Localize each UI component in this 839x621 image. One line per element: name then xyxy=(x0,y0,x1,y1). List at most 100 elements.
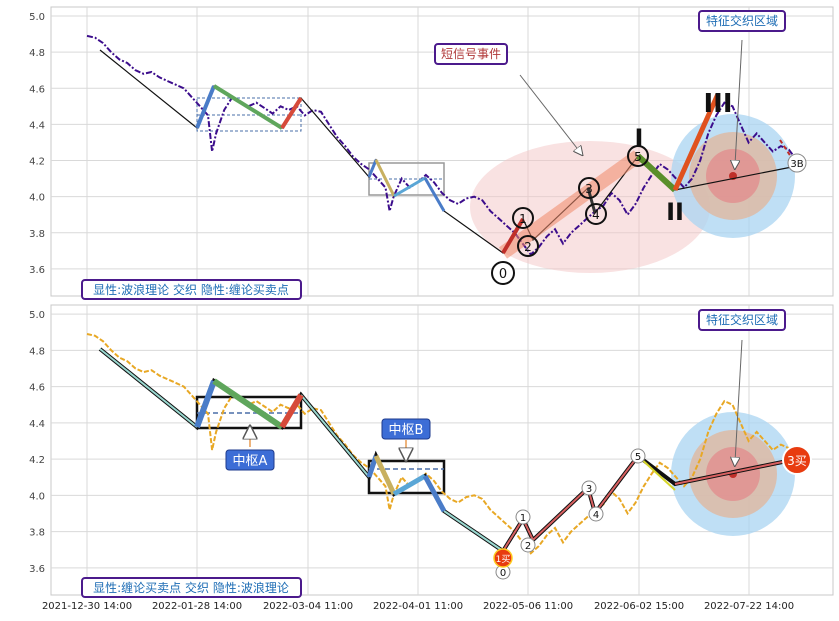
wave-marker-1 xyxy=(512,207,534,229)
y-tick-label: 5.0 xyxy=(29,12,45,23)
y-tick-label: 4.8 xyxy=(29,48,45,59)
top-grid xyxy=(51,7,833,296)
wave-label-I: I xyxy=(635,124,644,152)
wave-marker-3b-label: 3B xyxy=(790,159,803,170)
bottom-legend-box: 显性:缠论买卖点 交织 隐性:波浪理论 xyxy=(81,577,302,598)
bottom-wave-marker-2-label: 2 xyxy=(525,541,531,552)
x-tick-label: 2022-06-02 15:00 xyxy=(594,601,684,612)
y-tick-label: 4.0 xyxy=(29,193,45,204)
pivot-a-segment-green xyxy=(212,378,284,430)
y-tick-label: 4.6 xyxy=(29,84,45,95)
top-y-axis: 3.6 3.8 4.0 4.2 4.4 4.6 4.8 5.0 xyxy=(29,12,45,276)
bottom-wave-marker-1 xyxy=(515,509,531,525)
bottom-wave-marker-1-label: 1 xyxy=(520,513,526,524)
top-feature-arrow xyxy=(735,39,743,165)
wave-segment-dark-4 xyxy=(586,187,597,214)
x-tick-label: 2022-05-06 11:00 xyxy=(483,601,573,612)
wave-marker-1-label: 1 xyxy=(519,212,527,226)
pivot-b-label: 中枢B xyxy=(389,423,424,438)
bottom-wave-marker-4-label: 4 xyxy=(593,510,599,521)
buy-3-label: 3买 xyxy=(787,454,807,468)
wave-segment-red-dash xyxy=(779,139,798,167)
x-tick-label: 2022-07-22 14:00 xyxy=(704,601,794,612)
top-feature-callout: 特征交织区域 xyxy=(698,10,786,32)
pivot-a-segment-blue xyxy=(194,379,217,429)
wave-segment-red-2 xyxy=(501,217,525,255)
pivot-a-label: 中枢A xyxy=(233,454,268,469)
wave-label-II: II xyxy=(666,198,684,226)
pivot-b-segment-cyan xyxy=(392,473,427,497)
top-price-line xyxy=(86,34,798,256)
pivot-b-segment-tan xyxy=(373,454,397,496)
top-legend-box: 显性:波浪理论 交织 隐性:缠论买卖点 xyxy=(81,279,302,300)
buy-3-marker xyxy=(782,445,812,475)
bottom-wave-marker-5-label: 5 xyxy=(635,452,641,463)
x-tick-label: 2021-12-30 14:00 xyxy=(42,601,132,612)
wave-segment-cyan-2 xyxy=(393,176,426,198)
bottom-trend-fill-2 xyxy=(300,394,370,478)
pivot-b-segment-blue2 xyxy=(422,474,447,513)
y-tick-label: 3.6 xyxy=(29,564,45,575)
bottom-price-line xyxy=(86,333,798,555)
pivot-b-label-box xyxy=(381,418,431,440)
pivot-a-label-box xyxy=(225,449,275,471)
bottom-feature-callout: 特征交织区域 xyxy=(698,309,786,331)
x-tick-label: 2022-04-01 11:00 xyxy=(373,601,463,612)
wave-marker-4-label: 4 xyxy=(592,208,600,222)
bottom-feature-arrow xyxy=(735,339,743,462)
bottom-wave-marker-3 xyxy=(581,480,597,496)
wave-segment-blue-1 xyxy=(195,85,216,129)
pivot-b-segment-blue xyxy=(366,455,379,478)
bottom-wave-marker-0-label: 0 xyxy=(500,568,506,579)
wave-marker-2 xyxy=(517,235,539,257)
top-wave-markers: 0 1 2 3 4 5 3B xyxy=(491,145,807,285)
bottom-wave-marker-2 xyxy=(520,537,536,553)
bottom-trend-fill-3 xyxy=(443,510,504,552)
short-signal-callout: 短信号事件 xyxy=(434,43,508,65)
bottom-grid xyxy=(51,305,833,595)
bottom-feature-text: 特征交织区域 xyxy=(706,312,778,327)
wave-marker-3-label: 3 xyxy=(585,182,593,196)
wave-segment-orange-3 xyxy=(672,92,721,192)
wave-segment-tan-2 xyxy=(374,159,396,197)
bottom-trend-fill-4 xyxy=(502,455,639,552)
y-tick-label: 4.2 xyxy=(29,157,45,168)
buy-1-label: 1买 xyxy=(496,554,511,565)
y-tick-label: 4.6 xyxy=(29,383,45,394)
y-tick-label: 4.4 xyxy=(29,120,45,131)
wave-marker-5 xyxy=(627,145,649,167)
wave-segment-red-1 xyxy=(280,96,303,130)
bottom-trend-yellow xyxy=(637,455,676,491)
y-tick-label: 4.8 xyxy=(29,346,45,357)
wave-segment-blue-2 xyxy=(367,159,378,178)
bottom-trend-fill-5 xyxy=(674,458,798,485)
wave-marker-0-label: 0 xyxy=(499,267,507,282)
x-tick-label: 2022-01-28 14:00 xyxy=(152,601,242,612)
y-tick-label: 5.0 xyxy=(29,310,45,321)
wave-marker-3 xyxy=(578,177,600,199)
y-tick-label: 4.2 xyxy=(29,455,45,466)
bottom-wave-marker-4 xyxy=(588,506,604,522)
y-tick-label: 4.4 xyxy=(29,419,45,430)
bottom-wave-marker-3-label: 3 xyxy=(586,484,592,495)
bottom-x-axis: 2021-12-30 14:00 2022-01-28 14:00 2022-03-… xyxy=(42,601,794,612)
y-tick-label: 4.0 xyxy=(29,491,45,502)
wave-segment-blue-3 xyxy=(423,177,446,212)
wave-marker-3b xyxy=(787,153,807,173)
bottom-trend-fill-1 xyxy=(99,348,198,428)
wave-segment-green-1 xyxy=(212,84,284,130)
short-signal-text: 短信号事件 xyxy=(441,47,501,61)
x-tick-label: 2022-03-04 11:00 xyxy=(263,601,353,612)
wave-marker-0 xyxy=(491,261,515,285)
buy-1-marker xyxy=(493,548,513,568)
wave-segment-green-2 xyxy=(635,153,678,193)
bottom-y-axis: 3.6 3.8 4.0 4.2 4.4 4.6 4.8 5.0 xyxy=(29,310,45,575)
y-tick-label: 3.6 xyxy=(29,265,45,276)
wave-label-III: III xyxy=(703,89,732,119)
top-panel: 3.6 3.8 4.0 4.2 4.4 4.6 4.8 5.0 III II xyxy=(29,6,834,300)
top-feature-text: 特征交织区域 xyxy=(706,13,778,28)
wave-marker-4 xyxy=(585,203,607,225)
pivot-a-segment-red xyxy=(279,393,304,429)
